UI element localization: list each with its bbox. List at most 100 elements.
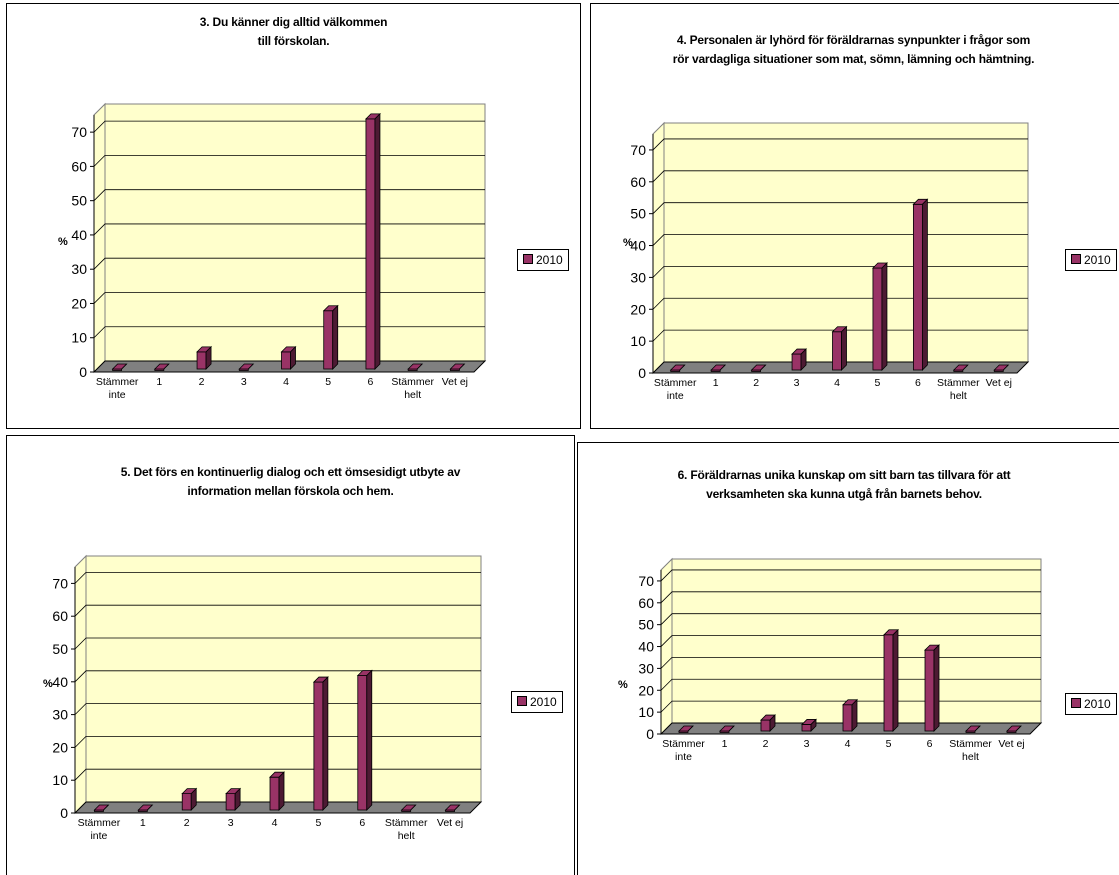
plot-side-wall: [660, 557, 673, 736]
x-tick-label: 2: [199, 376, 205, 388]
gridline: [652, 297, 1028, 310]
gridline: [93, 189, 485, 201]
chart-title-line: 4. Personalen är lyhörd för föräldrarnas…: [676, 33, 1031, 47]
y-tick-label: 50: [638, 617, 654, 633]
bar: [269, 776, 280, 811]
chart-panel-q4: 4. Personalen är lyhörd för föräldrarnas…: [590, 3, 1119, 429]
y-tick-label: 30: [71, 261, 87, 277]
x-tick-label: helt: [962, 751, 979, 763]
chart-title-line: information mellan förskola och hem.: [187, 484, 394, 498]
x-tick-label: 2: [184, 817, 190, 829]
x-tick-label: 2: [763, 738, 769, 750]
x-tick-label: 3: [794, 377, 800, 389]
y-tick-label: 40: [630, 238, 646, 254]
y-axis-label: %: [618, 679, 628, 691]
x-tick-label: Vet ej: [437, 817, 463, 829]
bar-side: [454, 804, 460, 811]
x-tick-label: 5: [315, 817, 321, 829]
y-tick-label: 20: [630, 301, 646, 317]
x-tick-label: inte: [667, 390, 684, 402]
x-tick-label: Stämmer: [391, 376, 434, 388]
bar-side: [410, 804, 416, 811]
legend-swatch: [523, 254, 533, 264]
chart-panel-q5: 5. Det förs en kontinuerlig dialog och e…: [6, 435, 575, 875]
bar-side: [933, 644, 940, 732]
bar: [912, 203, 923, 371]
x-tick-label: Vet ej: [986, 377, 1012, 389]
x-tick-label: Stämmer: [654, 377, 697, 389]
x-tick-label: 6: [368, 376, 374, 388]
y-tick-label: 10: [52, 772, 68, 788]
chart-legend: 2010: [1065, 249, 1117, 271]
bar-side: [322, 676, 329, 811]
y-tick-label: 40: [638, 639, 654, 655]
x-tick-label: 4: [845, 738, 851, 750]
gridline: [93, 154, 485, 167]
bar: [872, 267, 883, 371]
bar-side: [769, 714, 776, 732]
x-tick-label: Stämmer: [385, 817, 428, 829]
y-tick-label: 20: [638, 682, 654, 698]
bar: [181, 793, 192, 811]
gridline: [74, 637, 481, 650]
bar-side: [416, 363, 423, 370]
chart-title: 6. Föräldrarnas unika kunskap om sitt ba…: [578, 466, 1110, 504]
chart-panel-q6: 6. Föräldrarnas unika kunskap om sitt ba…: [577, 442, 1119, 875]
bar-side: [205, 345, 212, 370]
bar-side: [851, 698, 858, 732]
y-tick-label: 50: [71, 193, 87, 209]
y-tick-label: 20: [71, 295, 87, 311]
chart-title-line: till förskolan.: [257, 34, 330, 48]
gridline: [93, 292, 485, 304]
gridline: [652, 329, 1028, 342]
bar: [801, 724, 812, 732]
y-tick-label: 0: [646, 726, 654, 742]
x-tick-label: 4: [272, 817, 278, 829]
x-tick-label: Stämmer: [937, 377, 980, 389]
bar-side: [374, 112, 381, 370]
gridline: [652, 265, 1028, 278]
gridline: [652, 202, 1028, 214]
x-tick-label: Vet ej: [998, 738, 1024, 750]
legend-label: 2010: [536, 253, 563, 267]
bar: [791, 353, 802, 371]
bar-side: [147, 804, 153, 811]
chart-title-line: verksamheten ska kunna utgå från barnets…: [706, 487, 982, 501]
y-tick-label: 70: [630, 142, 646, 158]
y-tick-label: 70: [52, 575, 68, 591]
y-tick-label: 0: [638, 365, 646, 381]
y-axis-label: %: [623, 237, 633, 249]
bar: [281, 351, 291, 370]
gridline: [660, 591, 1041, 604]
gridline: [74, 703, 481, 715]
gridline: [660, 613, 1041, 625]
x-tick-label: Stämmer: [949, 738, 992, 750]
x-tick-label: inte: [90, 830, 107, 842]
x-tick-label: 5: [886, 738, 892, 750]
x-tick-label: 4: [834, 377, 840, 389]
chart-title: 3. Du känner dig alltid välkommen till f…: [7, 13, 580, 51]
y-tick-label: 30: [630, 269, 646, 285]
y-tick-label: 70: [71, 124, 87, 140]
y-tick-label: 10: [638, 704, 654, 720]
bar-side: [892, 628, 899, 732]
y-tick-label: 0: [60, 805, 68, 821]
y-tick-label: 60: [71, 158, 87, 174]
bar: [225, 793, 236, 811]
x-tick-label: 3: [228, 817, 234, 829]
bar-side: [163, 363, 170, 370]
bar-side: [974, 725, 981, 732]
legend-swatch: [1071, 698, 1081, 708]
chart-title-line: 5. Det förs en kontinuerlig dialog och e…: [120, 465, 461, 479]
x-tick-label: 2: [753, 377, 759, 389]
bar-side: [841, 325, 847, 371]
bar-side: [881, 262, 888, 371]
bar-side: [247, 363, 254, 370]
gridline: [93, 257, 485, 270]
chart-title: 4. Personalen är lyhörd för föräldrarnas…: [591, 31, 1116, 69]
gridline: [660, 656, 1041, 669]
bar: [357, 675, 368, 811]
x-tick-label: 6: [915, 377, 921, 389]
x-tick-label: 3: [804, 738, 810, 750]
